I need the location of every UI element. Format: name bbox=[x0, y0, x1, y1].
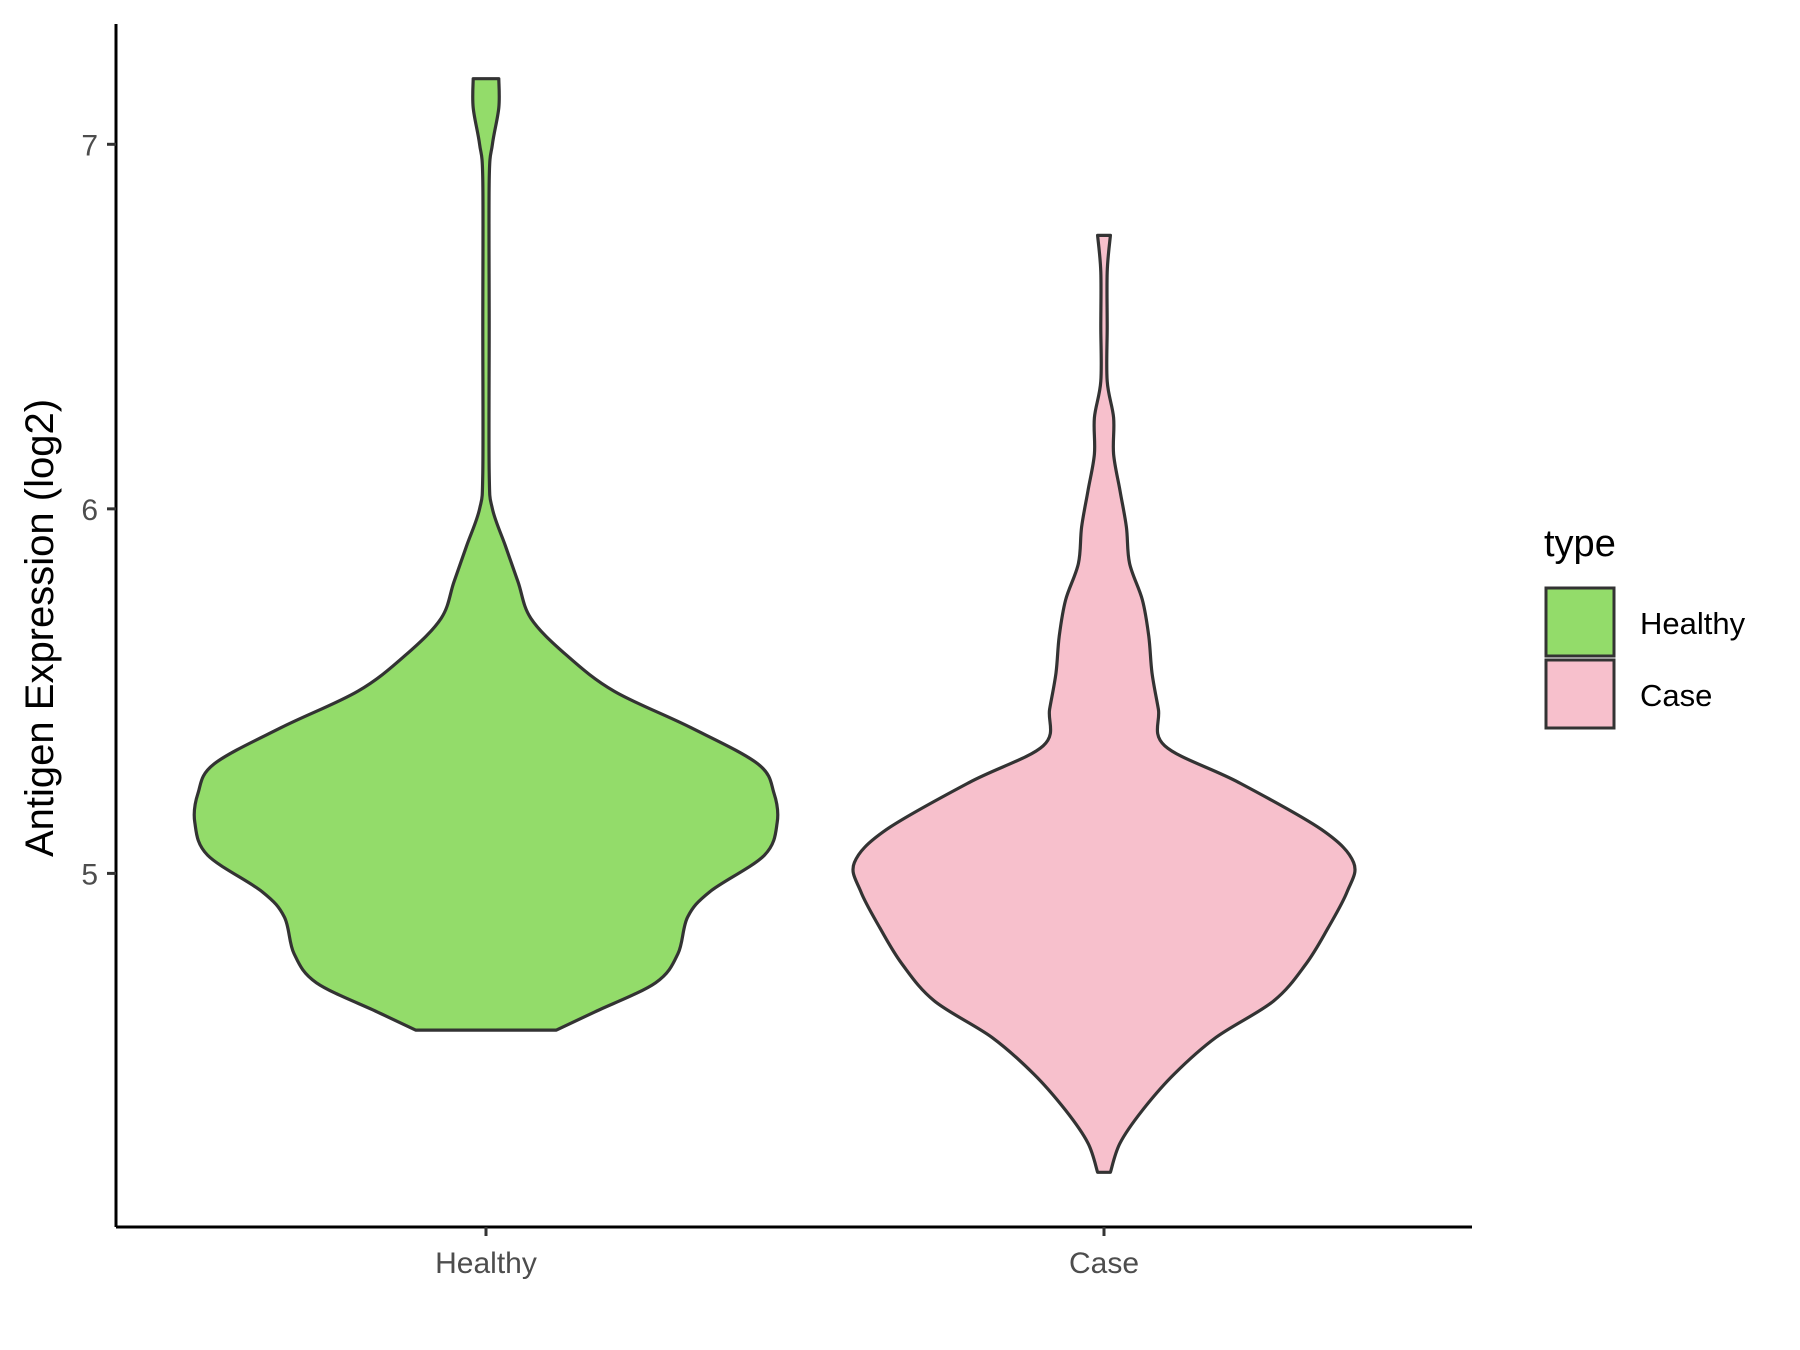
legend-key-healthy bbox=[1544, 586, 1616, 658]
x-tick-label: Healthy bbox=[435, 1247, 537, 1280]
y-axis-title: Antigen Expression (log2) bbox=[18, 399, 62, 857]
legend: type Healthy Case bbox=[1544, 523, 1746, 730]
y-tick-label: 5 bbox=[81, 858, 98, 891]
axes: 5 6 7 Healthy Case bbox=[81, 24, 1472, 1280]
x-tick-label: Case bbox=[1069, 1247, 1139, 1280]
legend-label-case: Case bbox=[1640, 678, 1712, 713]
legend-key-case bbox=[1544, 658, 1616, 730]
violin-case bbox=[851, 233, 1357, 1174]
legend-item-case: Case bbox=[1544, 658, 1712, 730]
violin-healthy bbox=[192, 77, 780, 1032]
legend-label-healthy: Healthy bbox=[1640, 606, 1746, 641]
legend-item-healthy: Healthy bbox=[1544, 586, 1746, 658]
legend-title: type bbox=[1544, 523, 1616, 565]
y-tick-label: 6 bbox=[81, 494, 98, 527]
violin-layer bbox=[192, 77, 1357, 1174]
y-tick-label: 7 bbox=[81, 129, 98, 162]
